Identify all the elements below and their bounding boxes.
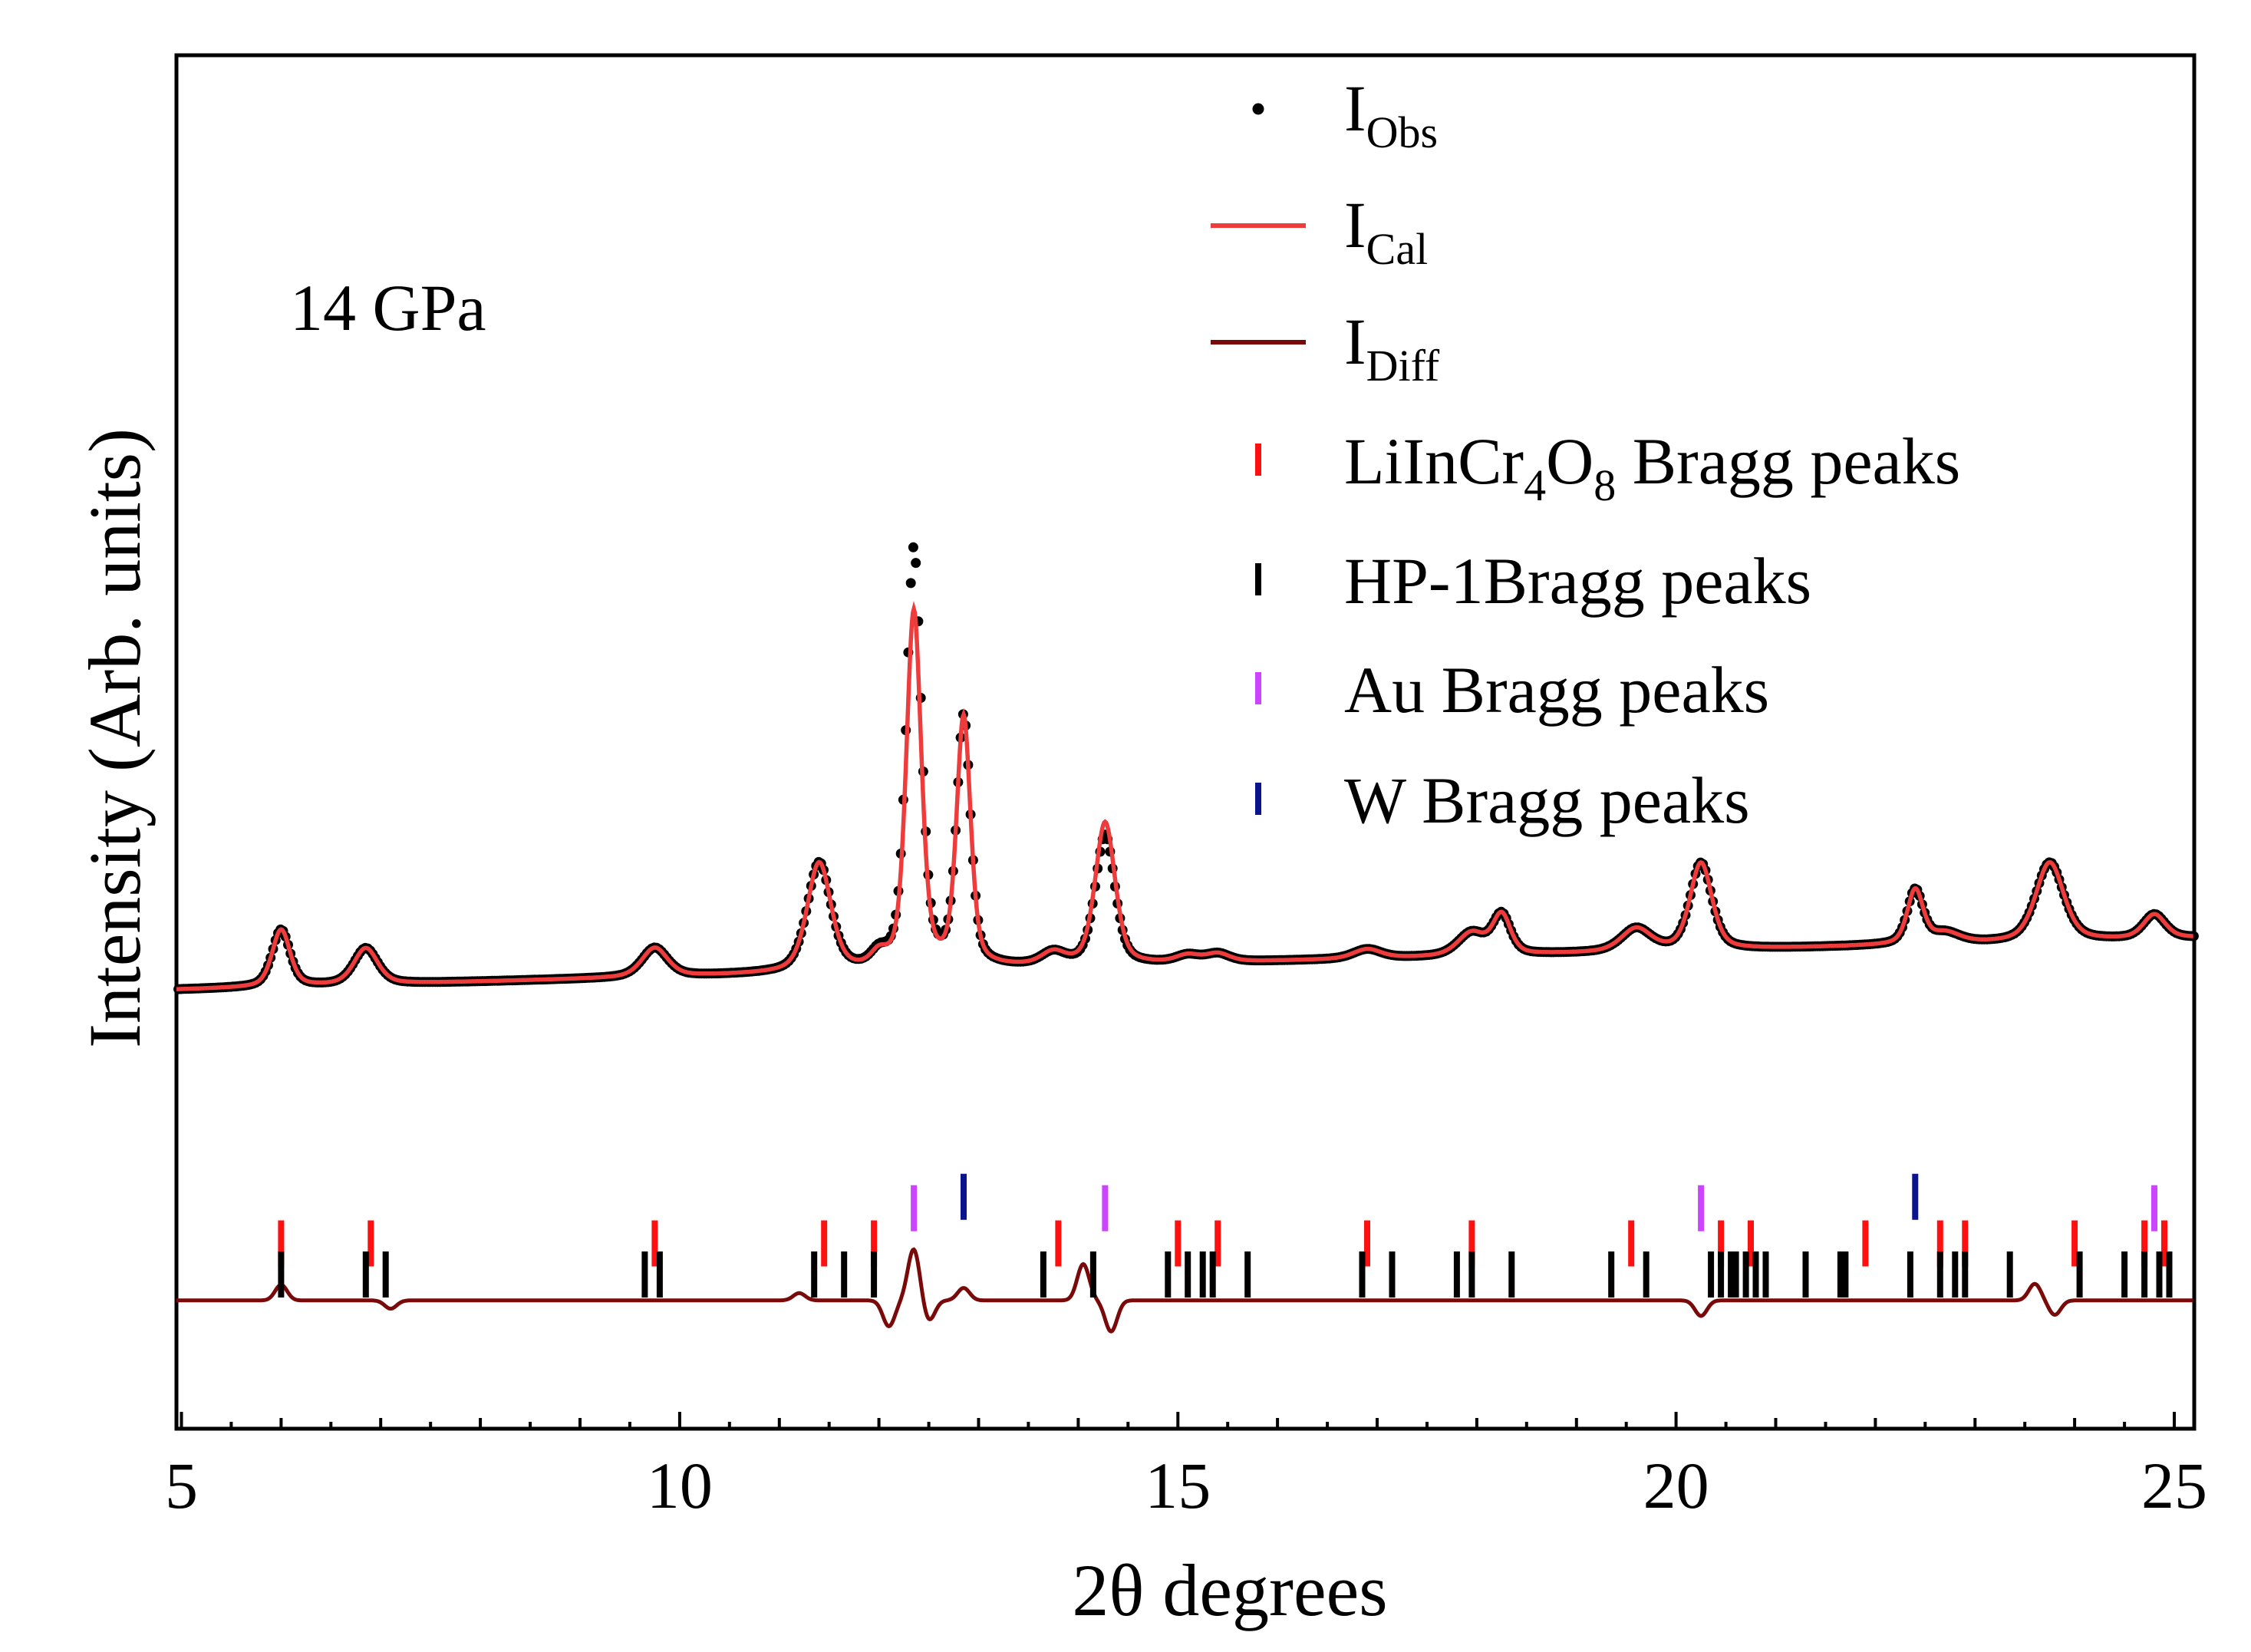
x-tick-label: 15 — [1145, 1449, 1211, 1522]
y-axis-title: Intensity (Arb. units) — [74, 428, 156, 1048]
legend-label: W Bragg peaks — [1344, 763, 1750, 837]
obs-point — [2188, 931, 2199, 941]
x-axis-title: 2θ degrees — [1072, 1549, 1387, 1631]
curves-layer — [173, 542, 2199, 1334]
legend-label: IObs — [1344, 71, 1438, 157]
legend-label: IDiff — [1344, 305, 1440, 391]
legend-label: LiInCr4O8 Bragg peaks — [1344, 424, 1960, 510]
plot-frame — [174, 53, 2197, 1431]
legend-label-main: I — [1344, 71, 1366, 145]
x-tick-label: 5 — [165, 1449, 198, 1522]
x-axis: 5 10 15 20 25 — [165, 1412, 2207, 1522]
legend-label-tail: Bragg peaks — [1616, 424, 1960, 498]
legend-label-sub: 4 — [1524, 460, 1546, 510]
legend-label-sub: 8 — [1593, 460, 1616, 510]
legend-label: Au Bragg peaks — [1344, 653, 1769, 727]
legend-label: ICal — [1344, 188, 1428, 274]
legend-label: HP-1Bragg peaks — [1344, 544, 1811, 618]
obs-point — [908, 542, 918, 552]
calc-curve — [176, 601, 2193, 991]
legend-label-main: HP-1Bragg peaks — [1344, 544, 1811, 618]
legend-label-main: I — [1344, 188, 1366, 262]
obs-point — [911, 558, 921, 569]
bragg-ticks-layer — [278, 1173, 2173, 1298]
legend-label-sub: Obs — [1366, 107, 1438, 157]
pressure-annotation: 14 GPa — [290, 271, 486, 345]
legend-label-main: LiInCr — [1344, 424, 1524, 498]
legend-label-main: W Bragg peaks — [1344, 763, 1750, 837]
x-tick-label: 25 — [2141, 1449, 2207, 1522]
diff-curve — [176, 1247, 2193, 1334]
legend-label-main: I — [1344, 305, 1366, 378]
legend-label-sub: Diff — [1366, 341, 1440, 391]
obs-point — [905, 578, 916, 589]
legend-obs-marker — [1252, 103, 1264, 115]
x-tick-label: 20 — [1643, 1449, 1709, 1522]
x-tick-label: 10 — [647, 1449, 713, 1522]
legend-label-main: O — [1546, 424, 1593, 498]
legend-label-main: Au Bragg peaks — [1344, 653, 1769, 727]
legend-label-sub: Cal — [1366, 224, 1429, 274]
